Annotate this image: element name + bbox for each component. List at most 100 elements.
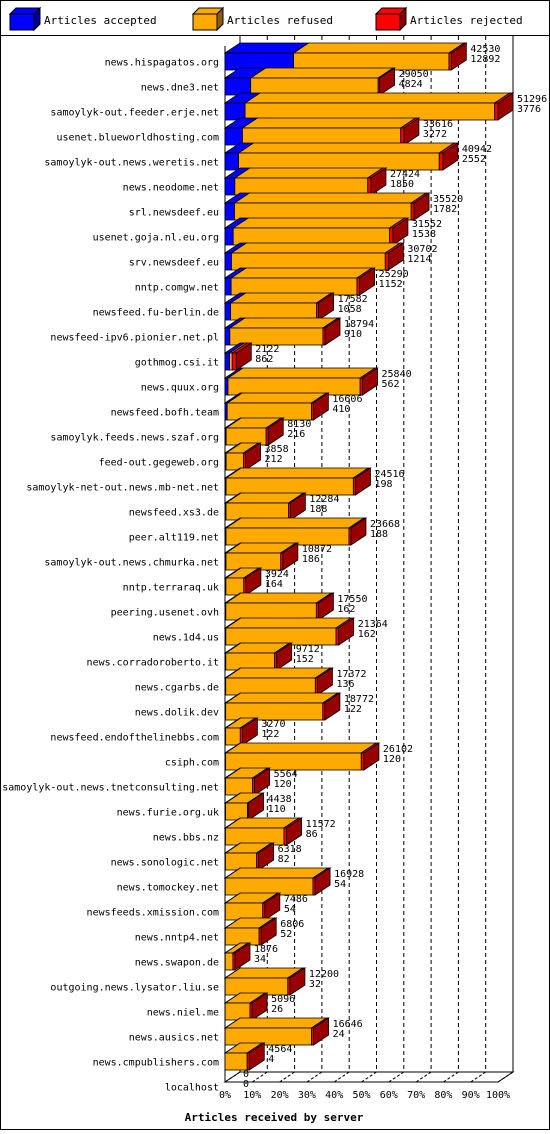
bar-side-rejected xyxy=(359,267,375,296)
legend-label-rejected: Articles rejected xyxy=(410,14,523,27)
category-label: newsfeed.endofthelinebbs.com xyxy=(50,733,219,744)
bar-top-refused xyxy=(229,267,374,279)
bar-refused xyxy=(225,427,267,446)
accepted-label: 0 xyxy=(243,1079,249,1090)
total-label: 42530 xyxy=(470,44,500,55)
category-label: newsfeed.fu-berlin.de xyxy=(93,308,219,319)
bar-refused xyxy=(224,1027,312,1046)
total-label: 5564 xyxy=(274,769,298,780)
bar-side-rejected xyxy=(260,917,277,946)
bar-side-rejected xyxy=(312,392,329,421)
bar-refused xyxy=(225,802,248,821)
accepted-label: 410 xyxy=(332,404,350,415)
total-label: 0 xyxy=(243,1069,249,1080)
bar-refused xyxy=(225,527,350,546)
category-label: newsfeed-ipv6.pionier.net.pl xyxy=(50,333,219,344)
total-label: 17550 xyxy=(337,594,367,605)
category-label: newsfeed.bofh.team xyxy=(111,408,219,419)
bar-side-rejected xyxy=(248,1042,265,1071)
bar-refused xyxy=(229,327,324,346)
total-label: 26102 xyxy=(383,744,413,755)
accepted-label: 188 xyxy=(309,504,327,515)
bar-refused xyxy=(225,852,257,871)
total-label: 3924 xyxy=(265,569,289,580)
category-label: gothmog.csi.it xyxy=(135,358,219,369)
floor-tick xyxy=(470,1071,486,1083)
total-label: 6318 xyxy=(278,844,302,855)
bar-side-rejected xyxy=(363,742,380,771)
legend-label-accepted: Articles accepted xyxy=(44,14,157,27)
accepted-label: 164 xyxy=(265,579,283,590)
bar-refused xyxy=(224,927,260,946)
bar-refused xyxy=(238,152,440,171)
category-label: news.ausics.net xyxy=(129,1033,219,1044)
category-label: news.hispagatos.org xyxy=(105,58,219,69)
x-tick-label: 30% xyxy=(298,1090,316,1101)
bar-refused xyxy=(225,627,337,646)
bar-accepted xyxy=(224,77,252,96)
category-label: news.nntp4.net xyxy=(135,933,219,944)
total-label: 2122 xyxy=(255,344,279,355)
category-label: samoylyk-out.news.chmurka.net xyxy=(44,558,219,569)
total-label: 35520 xyxy=(433,194,463,205)
floor-tick xyxy=(497,1071,514,1083)
accepted-label: 122 xyxy=(261,729,279,740)
bar-side-rejected xyxy=(324,692,341,721)
category-label: srl.newsdeef.eu xyxy=(129,208,219,219)
bar-rejected xyxy=(384,252,389,271)
category-label: localhost xyxy=(165,1083,219,1094)
bar-side-rejected xyxy=(242,717,258,746)
accepted-label: 1850 xyxy=(390,179,414,190)
bar-accepted xyxy=(224,352,230,371)
bar-accepted xyxy=(224,227,234,246)
bar-refused xyxy=(225,502,289,521)
bar-side-rejected xyxy=(235,342,252,371)
category-label: samoylyk.feeds.news.szaf.org xyxy=(50,433,219,444)
total-label: 33616 xyxy=(423,119,453,130)
accepted-label: 26 xyxy=(271,1004,283,1015)
bar-top-refused xyxy=(249,67,395,79)
total-label: 16606 xyxy=(332,394,362,405)
total-label: 18772 xyxy=(344,694,374,705)
legend-swatch-rejected xyxy=(375,13,401,31)
bar-top-refused xyxy=(243,92,512,104)
accepted-label: 54 xyxy=(334,879,346,890)
bar-top-refused xyxy=(223,1017,328,1029)
x-axis-title: Articles received by server xyxy=(185,1111,364,1124)
accepted-label: 136 xyxy=(336,679,354,690)
x-tick-label: 60% xyxy=(380,1090,398,1101)
bar-side-rejected xyxy=(289,967,306,996)
bar-side-rejected xyxy=(258,842,275,871)
accepted-label: 3272 xyxy=(423,129,447,140)
bar-side-rejected xyxy=(234,942,251,971)
bar-refused xyxy=(227,377,361,396)
floor-tick xyxy=(224,1071,241,1083)
accepted-label: 32 xyxy=(309,979,321,990)
bar-side-rejected xyxy=(362,367,378,396)
bar-refused xyxy=(225,727,241,746)
bar-side-rejected xyxy=(442,142,459,171)
bar-top-refused xyxy=(224,517,366,529)
bar-refused xyxy=(225,777,253,796)
bar-refused xyxy=(225,702,324,721)
floor-tick xyxy=(415,1071,432,1083)
total-label: 29050 xyxy=(399,69,429,80)
bar-top-refused xyxy=(233,167,385,179)
total-label: 21364 xyxy=(358,619,388,630)
accepted-label: 186 xyxy=(302,554,320,565)
category-label: news.dolik.dev xyxy=(135,708,219,719)
accepted-label: 12892 xyxy=(470,54,500,65)
category-label: feed-out.gegeweb.org xyxy=(99,458,219,469)
bar-refused xyxy=(224,877,314,896)
category-label: samoylyk-out.feeder.erje.net xyxy=(50,108,219,119)
floor-tick xyxy=(306,1071,323,1083)
bar-accepted xyxy=(224,152,239,171)
total-label: 11572 xyxy=(306,819,336,830)
bar-refused xyxy=(225,752,362,771)
accepted-label: 1782 xyxy=(433,204,457,215)
accepted-label: 188 xyxy=(370,529,388,540)
bar-top-refused xyxy=(228,317,340,329)
accepted-label: 162 xyxy=(337,604,355,615)
accepted-label: 4 xyxy=(268,1054,274,1065)
bar-refused xyxy=(225,552,282,571)
